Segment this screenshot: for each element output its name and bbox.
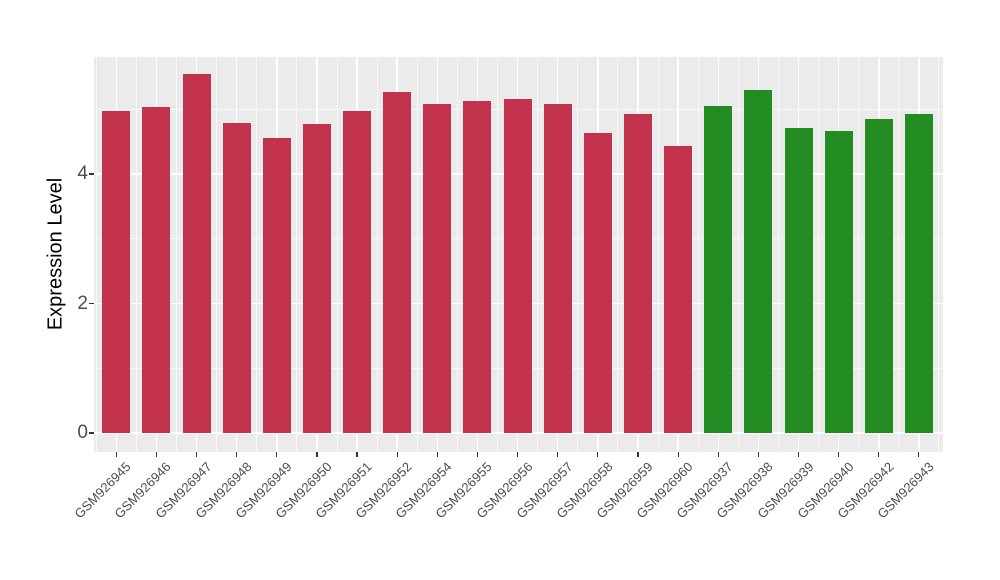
x-tick — [637, 452, 639, 457]
y-tick-label: 4 — [77, 163, 88, 184]
bar-GSM926960 — [664, 146, 693, 433]
gridline-minor-v — [537, 56, 539, 452]
bar-GSM926946 — [142, 107, 171, 433]
y-tick — [89, 302, 94, 305]
x-tick — [115, 452, 117, 457]
x-tick — [878, 452, 880, 457]
gridline-minor-v — [95, 56, 97, 452]
x-tick — [195, 452, 198, 457]
x-tick — [396, 452, 398, 457]
bar-GSM926959 — [623, 114, 652, 433]
gridline-minor-v — [777, 56, 779, 452]
gridline-minor-v — [216, 56, 218, 452]
x-tick — [155, 452, 158, 457]
bar-GSM926958 — [583, 132, 612, 433]
bar-GSM926956 — [503, 98, 532, 433]
bar-GSM926951 — [343, 111, 372, 433]
gridline-minor-v — [657, 56, 659, 452]
x-tick — [557, 452, 559, 457]
x-tick — [838, 452, 840, 457]
x-tick — [316, 452, 318, 457]
x-tick — [436, 452, 438, 457]
gridline-minor-v — [296, 56, 298, 452]
bar-GSM926942 — [864, 118, 893, 433]
gridline-minor-v — [617, 56, 619, 452]
bar-GSM926954 — [423, 104, 452, 433]
bar-GSM926945 — [102, 110, 131, 433]
bar-GSM926952 — [383, 92, 412, 433]
x-tick — [276, 452, 278, 457]
bar-GSM926938 — [744, 89, 773, 433]
x-tick — [757, 452, 759, 457]
x-tick — [476, 452, 479, 457]
gridline-minor-v — [497, 56, 499, 452]
bar-GSM926955 — [463, 100, 492, 433]
y-tick — [89, 432, 94, 434]
bar-GSM926940 — [824, 130, 853, 433]
gridline-minor-v — [376, 56, 378, 452]
bar-GSM926950 — [302, 124, 331, 433]
y-tick-label: 0 — [77, 422, 88, 443]
x-tick — [797, 452, 800, 457]
x-tick — [597, 452, 599, 457]
gridline-minor-v — [938, 56, 940, 452]
gridline-minor-v — [336, 56, 338, 452]
gridline-minor-v — [898, 56, 900, 452]
gridline-minor-v — [818, 56, 820, 452]
bar-GSM926939 — [784, 128, 813, 433]
bar-GSM926947 — [182, 73, 211, 433]
gridline-minor-v — [858, 56, 860, 452]
x-tick — [517, 452, 519, 457]
x-tick — [677, 452, 679, 457]
x-tick — [356, 452, 358, 457]
gridline-minor-v — [416, 56, 418, 452]
x-tick — [918, 452, 920, 457]
gridline-minor-v — [737, 56, 739, 452]
gridline-minor-v — [577, 56, 579, 452]
bar-GSM926943 — [904, 114, 933, 433]
bar-GSM926949 — [262, 137, 291, 433]
x-tick — [236, 452, 238, 457]
x-tick — [717, 452, 719, 457]
gridline-minor-v — [175, 56, 177, 452]
bar-GSM926937 — [704, 106, 733, 433]
gridline-minor-v — [135, 56, 137, 452]
gridline-minor-v — [256, 56, 258, 452]
y-tick-label: 2 — [77, 292, 88, 314]
gridline-minor-v — [456, 56, 458, 452]
y-tick — [89, 173, 94, 175]
gridline-minor-v — [697, 56, 699, 452]
bar-GSM926957 — [543, 104, 572, 433]
plot-panel — [93, 56, 943, 452]
bar-GSM926948 — [222, 123, 251, 433]
